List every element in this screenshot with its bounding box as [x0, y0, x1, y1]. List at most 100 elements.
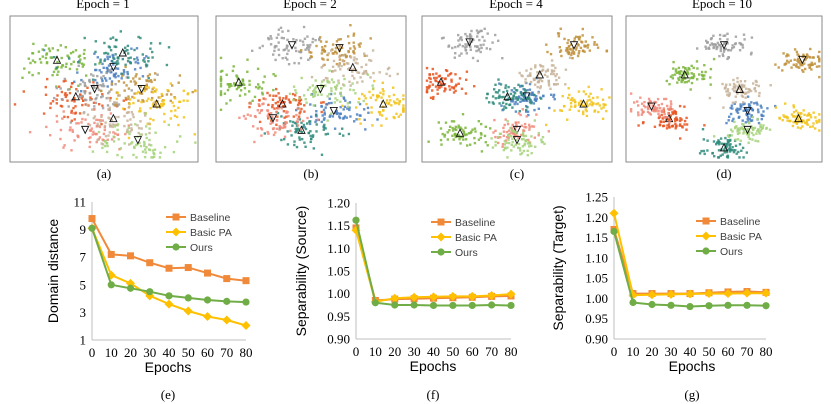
tsne-point: [629, 108, 633, 111]
tsne-point: [786, 119, 789, 122]
tsne-point: [59, 87, 62, 90]
tsne-point: [581, 27, 584, 31]
tsne-point: [304, 145, 307, 148]
tsne-point: [133, 48, 136, 52]
tsne-point: [513, 92, 517, 95]
tsne-point: [122, 99, 125, 102]
x-tick-label: 40: [427, 344, 440, 359]
tsne-point: [683, 119, 687, 123]
tsne-point: [326, 77, 329, 80]
tsne-point: [256, 109, 259, 112]
tsne-point: [292, 38, 295, 41]
tsne-point: [402, 110, 405, 113]
tsne-point: [523, 122, 527, 126]
y-tick-label: 0.95: [585, 311, 608, 326]
tsne-point: [94, 40, 97, 43]
tsne-point: [479, 136, 482, 140]
tsne-point: [547, 80, 550, 83]
tsne-point: [522, 94, 525, 97]
legend-marker: [701, 231, 711, 241]
tsne-point: [22, 90, 25, 93]
tsne-point: [238, 94, 242, 97]
tsne-point: [307, 131, 311, 135]
tsne-point: [129, 98, 132, 101]
tsne-point: [462, 132, 466, 135]
tsne-point: [657, 104, 660, 107]
legend-label: Basic PA: [720, 231, 762, 243]
tsne-point: [781, 119, 784, 122]
tsne-point: [141, 99, 144, 102]
tsne-point: [60, 98, 64, 101]
tsne-point: [494, 129, 497, 132]
tsne-point: [665, 79, 668, 83]
tsne-point: [309, 130, 312, 133]
tsne-point: [165, 63, 169, 67]
tsne-point: [125, 111, 129, 115]
tsne-point: [480, 46, 483, 50]
tsne-point: [252, 125, 255, 128]
tsne-point: [583, 50, 586, 53]
tsne-point: [566, 49, 569, 52]
tsne-point: [357, 101, 360, 104]
tsne-point: [258, 120, 262, 124]
tsne-point: [52, 70, 56, 74]
tsne-point: [382, 109, 385, 112]
legend-marker: [702, 247, 710, 255]
tsne-point: [295, 108, 298, 112]
tsne-point: [134, 83, 137, 86]
tsne-point: [312, 104, 315, 107]
tsne-point: [568, 93, 571, 97]
tsne-point: [28, 131, 32, 134]
tsne-point: [484, 141, 487, 144]
tsne-point: [724, 34, 727, 37]
tsne-point: [133, 68, 137, 71]
tsne-point: [143, 155, 147, 159]
tsne-point: [300, 131, 303, 134]
tsne-point: [640, 108, 643, 111]
tsne-point: [95, 132, 98, 136]
tsne-point: [464, 133, 467, 137]
tsne-point: [191, 90, 194, 94]
tsne-point: [680, 80, 683, 84]
tsne-point: [696, 78, 699, 81]
tsne-point: [238, 81, 242, 84]
y-tick-label: 1.10: [585, 250, 608, 265]
tsne-point: [738, 87, 742, 90]
tsne-point: [448, 129, 451, 132]
tsne-point: [96, 56, 99, 59]
tsne-point: [344, 99, 347, 102]
tsne-point: [586, 104, 589, 107]
tsne-point: [344, 53, 347, 56]
y-tick-label: 7: [80, 250, 87, 265]
tsne-point: [728, 134, 731, 137]
tsne-point: [539, 78, 542, 81]
tsne-point: [56, 73, 59, 76]
tsne-point: [497, 96, 500, 100]
x-tick-label: 10: [627, 344, 640, 359]
tsne-point: [120, 72, 123, 76]
panel-letter-c: (c): [510, 166, 524, 181]
tsne-point: [709, 83, 712, 86]
tsne-point: [59, 44, 62, 47]
tsne-point: [103, 58, 107, 61]
tsne-point: [67, 55, 70, 59]
tsne-point: [126, 119, 129, 122]
tsne-point: [546, 68, 550, 71]
tsne-point: [335, 84, 339, 87]
tsne-point: [434, 85, 438, 88]
tsne-point: [798, 59, 801, 62]
tsne-point: [49, 56, 52, 59]
tsne-point: [314, 86, 317, 90]
tsne-point: [789, 59, 792, 62]
tsne-point: [729, 147, 732, 151]
tsne-point: [278, 128, 281, 131]
tsne-point: [97, 118, 100, 122]
tsne-point: [678, 75, 682, 79]
tsne-point: [309, 134, 312, 138]
data-point: [507, 301, 515, 310]
tsne-point: [134, 123, 137, 126]
tsne-point: [653, 125, 657, 128]
tsne-point: [107, 134, 110, 137]
tsne-point: [753, 126, 757, 130]
tsne-point: [809, 125, 812, 129]
